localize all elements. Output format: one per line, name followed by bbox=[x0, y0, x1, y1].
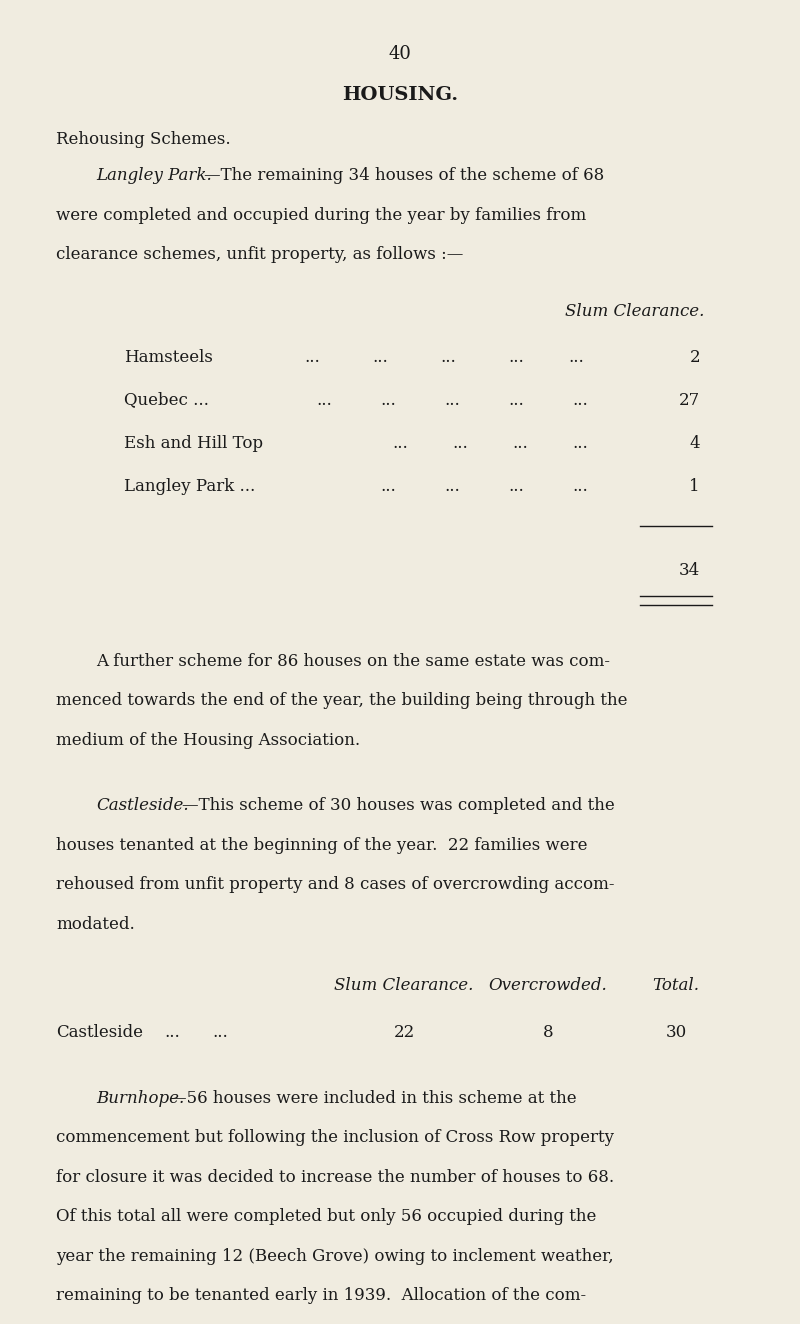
Text: Quebec ...: Quebec ... bbox=[124, 392, 209, 409]
Text: rehoused from unfit property and 8 cases of overcrowding accom­: rehoused from unfit property and 8 cases… bbox=[56, 876, 614, 894]
Text: 22: 22 bbox=[394, 1025, 414, 1041]
Text: ...: ... bbox=[572, 392, 588, 409]
Text: 27: 27 bbox=[678, 392, 700, 409]
Text: 30: 30 bbox=[666, 1025, 686, 1041]
Text: ...: ... bbox=[444, 392, 460, 409]
Text: medium of the Housing Association.: medium of the Housing Association. bbox=[56, 732, 360, 749]
Text: ...: ... bbox=[380, 478, 396, 495]
Text: ...: ... bbox=[212, 1025, 228, 1041]
Text: Slum Clearance.: Slum Clearance. bbox=[565, 303, 704, 320]
Text: menced towards the end of the year, the building being through the: menced towards the end of the year, the … bbox=[56, 692, 627, 710]
Text: Slum Clearance.: Slum Clearance. bbox=[334, 977, 474, 993]
Text: ...: ... bbox=[508, 392, 524, 409]
Text: Rehousing Schemes.: Rehousing Schemes. bbox=[56, 131, 230, 148]
Text: 4: 4 bbox=[690, 434, 700, 451]
Text: Overcrowded.: Overcrowded. bbox=[489, 977, 607, 993]
Text: ...: ... bbox=[164, 1025, 180, 1041]
Text: ...: ... bbox=[572, 478, 588, 495]
Text: ...: ... bbox=[444, 478, 460, 495]
Text: ...: ... bbox=[380, 392, 396, 409]
Text: clearance schemes, unfit property, as follows :—: clearance schemes, unfit property, as fo… bbox=[56, 246, 463, 263]
Text: —This scheme of 30 houses was completed and the: —This scheme of 30 houses was completed … bbox=[182, 797, 615, 814]
Text: ...: ... bbox=[508, 348, 524, 365]
Text: 34: 34 bbox=[678, 563, 700, 580]
Text: for closure it was decided to increase the number of houses to 68.: for closure it was decided to increase t… bbox=[56, 1169, 614, 1186]
Text: ...: ... bbox=[440, 348, 456, 365]
Text: modated.: modated. bbox=[56, 916, 134, 932]
Text: Hamsteels: Hamsteels bbox=[124, 348, 213, 365]
Text: Langley Park.: Langley Park. bbox=[96, 167, 212, 184]
Text: commencement but following the inclusion of Cross Row property: commencement but following the inclusion… bbox=[56, 1129, 614, 1147]
Text: Langley Park ...: Langley Park ... bbox=[124, 478, 255, 495]
Text: year the remaining 12 (Beech Grove) owing to inclement weather,: year the remaining 12 (Beech Grove) owin… bbox=[56, 1247, 614, 1264]
Text: Esh and Hill Top: Esh and Hill Top bbox=[124, 434, 263, 451]
Text: Castleside.: Castleside. bbox=[96, 797, 189, 814]
Text: Burnhope.: Burnhope. bbox=[96, 1090, 184, 1107]
Text: ...: ... bbox=[372, 348, 388, 365]
Text: ...: ... bbox=[572, 434, 588, 451]
Text: —The remaining 34 houses of the scheme of 68: —The remaining 34 houses of the scheme o… bbox=[204, 167, 604, 184]
Text: houses tenanted at the beginning of the year.  22 families were: houses tenanted at the beginning of the … bbox=[56, 837, 587, 854]
Text: remaining to be tenanted early in 1939.  Allocation of the com­: remaining to be tenanted early in 1939. … bbox=[56, 1287, 586, 1304]
Text: ...: ... bbox=[452, 434, 468, 451]
Text: —56 houses were included in this scheme at the: —56 houses were included in this scheme … bbox=[170, 1090, 577, 1107]
Text: 1: 1 bbox=[690, 478, 700, 495]
Text: A further scheme for 86 houses on the same estate was com­: A further scheme for 86 houses on the sa… bbox=[96, 653, 610, 670]
Text: 2: 2 bbox=[690, 348, 700, 365]
Text: 8: 8 bbox=[542, 1025, 554, 1041]
Text: 40: 40 bbox=[389, 45, 411, 64]
Text: ...: ... bbox=[568, 348, 584, 365]
Text: Castleside: Castleside bbox=[56, 1025, 143, 1041]
Text: ...: ... bbox=[304, 348, 320, 365]
Text: Total.: Total. bbox=[653, 977, 699, 993]
Text: ...: ... bbox=[316, 392, 332, 409]
Text: ...: ... bbox=[512, 434, 528, 451]
Text: HOUSING.: HOUSING. bbox=[342, 86, 458, 105]
Text: ...: ... bbox=[392, 434, 408, 451]
Text: were completed and occupied during the year by families from: were completed and occupied during the y… bbox=[56, 207, 586, 224]
Text: ...: ... bbox=[508, 478, 524, 495]
Text: Of this total all were completed but only 56 occupied during the: Of this total all were completed but onl… bbox=[56, 1209, 596, 1225]
